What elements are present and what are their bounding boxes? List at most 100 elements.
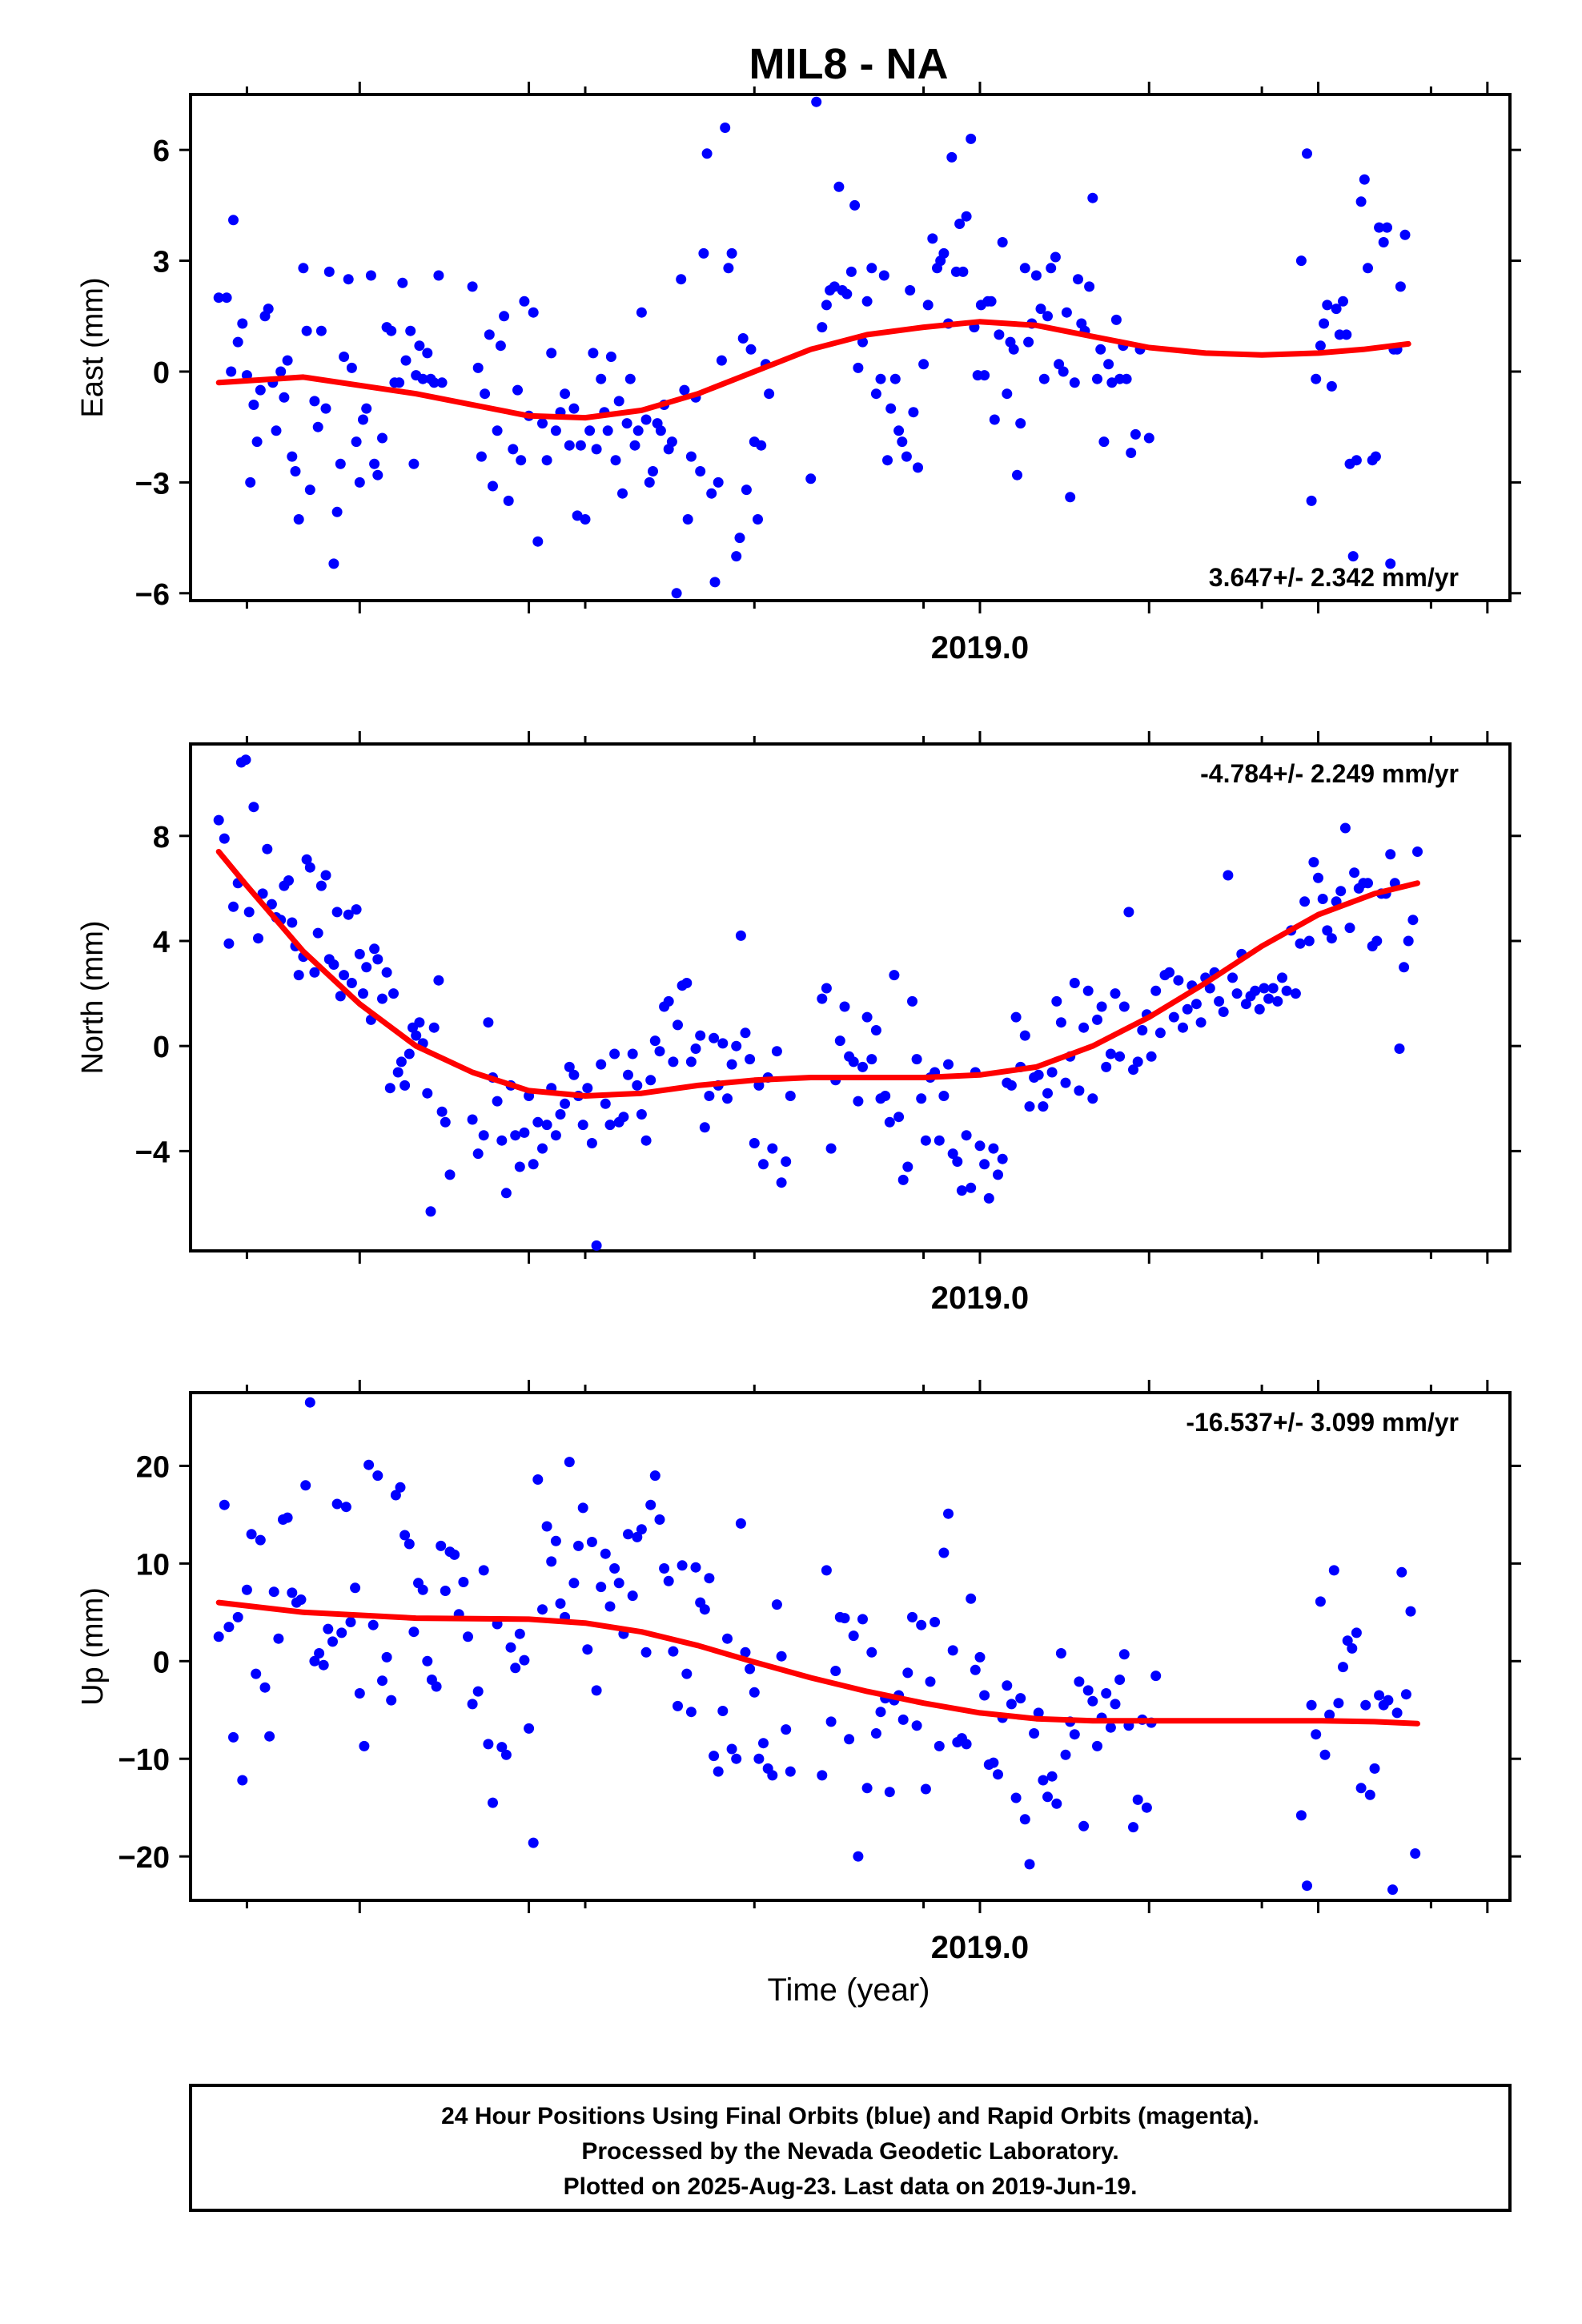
- data-point: [811, 96, 822, 107]
- data-point: [1019, 1814, 1030, 1825]
- data-point: [709, 1032, 720, 1043]
- data-point: [472, 1148, 484, 1160]
- data-point: [1259, 983, 1270, 994]
- data-point: [1396, 1566, 1407, 1578]
- data-point: [671, 588, 682, 599]
- data-point: [532, 1474, 544, 1485]
- data-point: [749, 1687, 760, 1698]
- data-point: [706, 488, 717, 499]
- data-point: [1370, 451, 1381, 462]
- data-point: [1195, 1017, 1207, 1028]
- data-point: [1395, 281, 1406, 292]
- data-point: [1405, 1606, 1416, 1617]
- data-point: [282, 1512, 293, 1523]
- data-point: [431, 1681, 442, 1692]
- data-point: [720, 123, 731, 133]
- data-point: [1132, 1056, 1143, 1068]
- data-point: [1295, 1810, 1307, 1821]
- data-point: [1015, 1693, 1026, 1704]
- data-point: [845, 266, 857, 277]
- data-point: [1087, 192, 1098, 203]
- data-point: [449, 1549, 460, 1560]
- data-point: [961, 1739, 972, 1750]
- data-point: [550, 425, 561, 436]
- data-point: [1008, 344, 1019, 355]
- data-point: [246, 1529, 257, 1540]
- data-point: [745, 1663, 756, 1675]
- data-point: [304, 485, 315, 496]
- data-point: [339, 352, 350, 362]
- up-panel: −20 −10 0 10 20 2019.0 Up (mm) -16.537+/- 3.099…: [76, 1380, 1521, 1965]
- data-point: [1319, 318, 1330, 329]
- data-point: [853, 1096, 864, 1107]
- data-point: [1400, 1689, 1411, 1700]
- data-point: [704, 1573, 715, 1584]
- data-point: [629, 440, 640, 451]
- data-point: [1363, 878, 1373, 889]
- data-point: [243, 907, 255, 918]
- data-point: [961, 1130, 972, 1141]
- data-point: [1114, 1051, 1126, 1062]
- data-point: [541, 455, 552, 466]
- data-point: [1315, 1596, 1326, 1607]
- data-point: [537, 418, 548, 429]
- data-point: [731, 551, 742, 562]
- data-point: [318, 1659, 329, 1671]
- data-point: [354, 476, 365, 488]
- data-point: [257, 888, 268, 899]
- data-point: [701, 148, 713, 159]
- data-point: [1101, 1061, 1112, 1072]
- data-point: [902, 1161, 913, 1172]
- data-point: [1335, 886, 1347, 897]
- data-point: [328, 558, 339, 569]
- plot-frame: [189, 1391, 1512, 1902]
- data-point: [676, 274, 687, 285]
- data-point: [834, 1035, 845, 1047]
- data-point: [897, 436, 908, 448]
- data-point: [327, 1636, 338, 1647]
- data-point: [1281, 985, 1292, 996]
- data-point: [1364, 1789, 1375, 1800]
- data-point: [309, 1655, 320, 1667]
- data-point: [849, 199, 861, 211]
- data-point: [226, 366, 237, 377]
- data-point: [1369, 1763, 1380, 1774]
- data-point: [1317, 894, 1328, 904]
- data-point: [287, 451, 298, 462]
- data-point: [1315, 340, 1326, 352]
- data-point: [1218, 1007, 1229, 1017]
- data-point: [600, 1548, 611, 1559]
- y-axis-label: Up (mm): [76, 1587, 110, 1706]
- data-point: [458, 1577, 469, 1587]
- data-point: [331, 1498, 343, 1510]
- data-point: [905, 285, 916, 296]
- data-point: [213, 814, 224, 826]
- data-point: [304, 1397, 315, 1408]
- y-tick-label: −10: [118, 1743, 170, 1777]
- data-point: [1121, 373, 1132, 384]
- data-point: [372, 954, 383, 965]
- data-point: [1118, 1001, 1130, 1012]
- data-point: [663, 1575, 674, 1586]
- data-point: [1290, 988, 1301, 999]
- data-point: [1333, 1698, 1344, 1709]
- data-point: [1103, 359, 1114, 370]
- data-point: [833, 181, 845, 192]
- data-point: [913, 462, 923, 473]
- data-point: [417, 373, 428, 384]
- data-point: [388, 988, 399, 999]
- data-point: [1227, 972, 1238, 983]
- data-point: [1128, 1822, 1138, 1833]
- data-point: [1023, 336, 1034, 348]
- data-point: [1311, 1729, 1322, 1740]
- data-point: [1078, 1022, 1090, 1033]
- data-point: [312, 927, 323, 939]
- data-point: [861, 1011, 873, 1023]
- data-point: [884, 1116, 895, 1128]
- data-point: [1204, 983, 1215, 994]
- data-point: [1399, 962, 1410, 973]
- data-point: [309, 396, 320, 407]
- data-point: [500, 1188, 512, 1199]
- data-point: [1069, 1729, 1080, 1740]
- data-point: [1061, 307, 1072, 318]
